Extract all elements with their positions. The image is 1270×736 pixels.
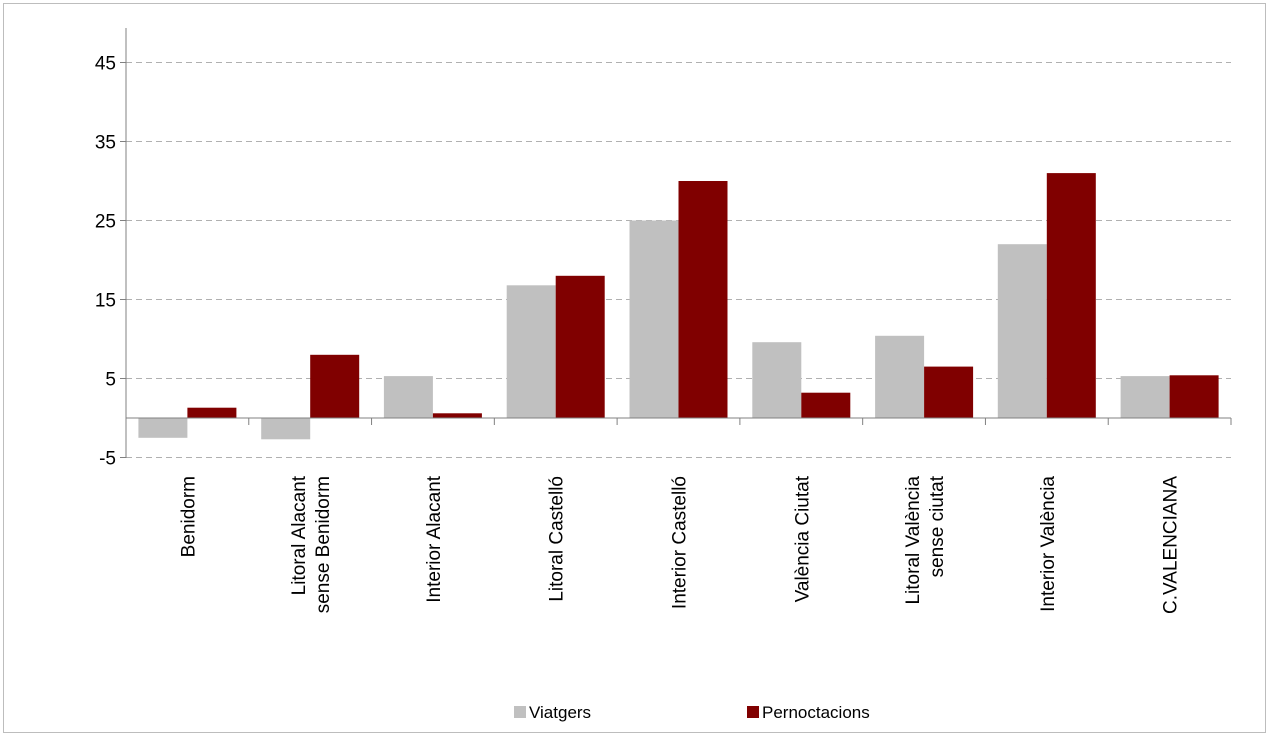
category-label: sense Benidorm bbox=[313, 476, 334, 613]
legend-swatch-pernoctacions bbox=[747, 706, 759, 718]
category-label: Benidorm bbox=[178, 476, 199, 557]
y-tick-label: 45 bbox=[95, 54, 116, 75]
bar-viatgers-7 bbox=[997, 244, 1047, 418]
category-label: C.VALENCIANA bbox=[1161, 476, 1182, 614]
category-label: Interior Alacant bbox=[424, 475, 445, 602]
bar-viatgers-8 bbox=[1120, 376, 1170, 418]
bar-viatgers-6 bbox=[875, 335, 925, 418]
bar-pernoctacions-5 bbox=[801, 392, 851, 418]
y-tick-label: 15 bbox=[95, 291, 116, 312]
bar-pernoctacions-3 bbox=[555, 275, 605, 418]
bar-viatgers-1 bbox=[261, 418, 311, 440]
bar-pernoctacions-4 bbox=[678, 181, 728, 418]
category-label: Litoral Castelló bbox=[547, 476, 568, 602]
category-label: sense ciutat bbox=[927, 475, 948, 577]
legend-swatch-viatgers bbox=[514, 706, 526, 718]
legend-label-viatgers: Viatgers bbox=[529, 703, 591, 722]
bars bbox=[138, 173, 1219, 440]
bar-pernoctacions-2 bbox=[432, 413, 482, 418]
category-label: Interior València bbox=[1038, 476, 1059, 612]
bar-pernoctacions-0 bbox=[187, 407, 237, 418]
bar-viatgers-4 bbox=[629, 220, 679, 418]
bar-viatgers-3 bbox=[506, 285, 556, 418]
bar-pernoctacions-8 bbox=[1169, 375, 1219, 418]
bar-pernoctacions-6 bbox=[924, 366, 974, 418]
y-tick-label: 5 bbox=[105, 370, 116, 391]
bar-pernoctacions-7 bbox=[1046, 173, 1096, 418]
axes bbox=[120, 28, 1232, 458]
bar-viatgers-5 bbox=[752, 342, 802, 418]
bar-pernoctacions-1 bbox=[310, 354, 360, 418]
category-label: Interior Castelló bbox=[670, 476, 691, 609]
category-label: Litoral Alacant bbox=[289, 475, 310, 595]
y-tick-label: -5 bbox=[99, 449, 116, 470]
bar-viatgers-0 bbox=[138, 418, 188, 438]
y-tick-label: 35 bbox=[95, 133, 116, 154]
legend-label-pernoctacions: Pernoctacions bbox=[762, 703, 870, 722]
category-label: València Ciutat bbox=[792, 475, 813, 602]
legend: Viatgers Pernoctacions bbox=[514, 703, 870, 722]
category-label: Litoral València bbox=[903, 476, 924, 605]
bar-viatgers-2 bbox=[383, 376, 433, 418]
y-tick-label: 25 bbox=[95, 212, 116, 233]
